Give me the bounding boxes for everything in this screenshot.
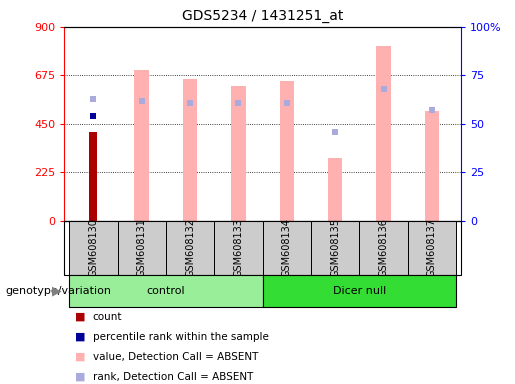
- Bar: [328, 158, 342, 221]
- Bar: [280, 81, 294, 221]
- Bar: [231, 86, 246, 221]
- Bar: [69, 275, 263, 307]
- Text: ▶: ▶: [52, 285, 61, 297]
- Text: GSM608136: GSM608136: [379, 218, 388, 277]
- Bar: [425, 111, 439, 221]
- Text: GSM608133: GSM608133: [233, 218, 244, 277]
- Text: percentile rank within the sample: percentile rank within the sample: [93, 332, 269, 342]
- Text: ■: ■: [75, 372, 85, 382]
- Bar: [134, 70, 149, 221]
- Bar: [263, 275, 456, 307]
- Text: GSM608130: GSM608130: [89, 218, 98, 277]
- Text: ■: ■: [75, 332, 85, 342]
- Text: genotype/variation: genotype/variation: [5, 286, 111, 296]
- Text: rank, Detection Call = ABSENT: rank, Detection Call = ABSENT: [93, 372, 253, 382]
- Title: GDS5234 / 1431251_at: GDS5234 / 1431251_at: [182, 9, 344, 23]
- Text: control: control: [147, 286, 185, 296]
- Bar: [408, 221, 456, 275]
- Bar: [69, 221, 117, 275]
- Bar: [90, 132, 97, 221]
- Bar: [183, 79, 197, 221]
- Text: count: count: [93, 312, 122, 322]
- Text: ■: ■: [75, 312, 85, 322]
- Text: ■: ■: [75, 352, 85, 362]
- Text: GSM608135: GSM608135: [330, 218, 340, 277]
- Text: value, Detection Call = ABSENT: value, Detection Call = ABSENT: [93, 352, 258, 362]
- Bar: [376, 46, 391, 221]
- Bar: [263, 221, 311, 275]
- Text: GSM608137: GSM608137: [427, 218, 437, 277]
- Bar: [359, 221, 408, 275]
- Text: GSM608134: GSM608134: [282, 218, 292, 277]
- Bar: [311, 221, 359, 275]
- Text: Dicer null: Dicer null: [333, 286, 386, 296]
- Bar: [166, 221, 214, 275]
- Text: GSM608132: GSM608132: [185, 218, 195, 277]
- Text: GSM608131: GSM608131: [137, 218, 147, 277]
- Bar: [214, 221, 263, 275]
- Bar: [117, 221, 166, 275]
